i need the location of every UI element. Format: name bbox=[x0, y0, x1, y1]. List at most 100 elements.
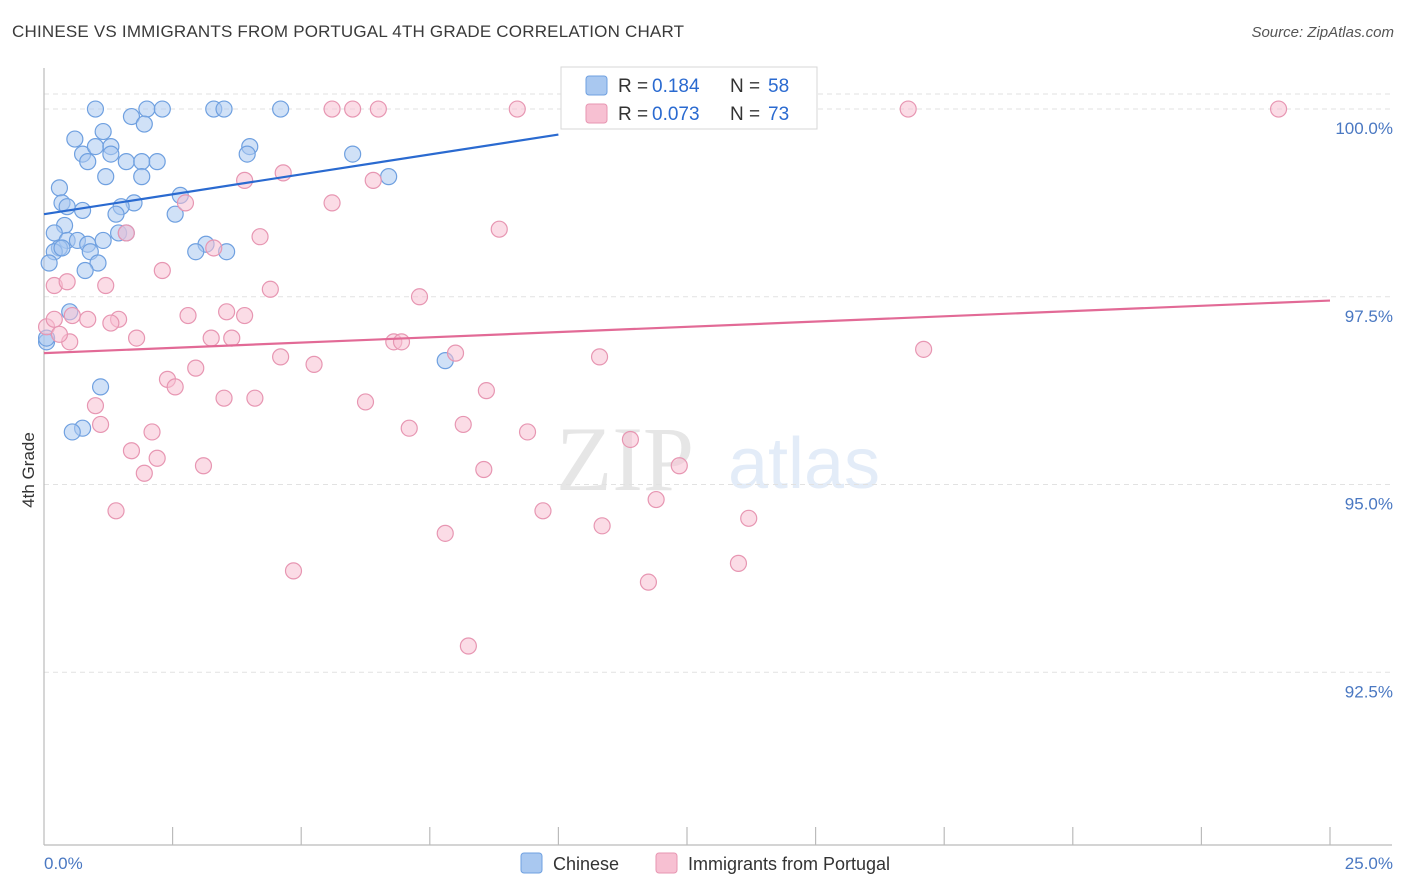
bottom-legend-swatch-portugal bbox=[655, 852, 678, 874]
data-point-portugal bbox=[153, 261, 171, 280]
watermark-atlas: atlas bbox=[728, 424, 880, 504]
data-point-chinese bbox=[138, 100, 156, 118]
data-point-portugal bbox=[143, 423, 161, 441]
data-point-portugal bbox=[344, 100, 362, 118]
data-point-chinese bbox=[187, 243, 205, 261]
data-point-chinese bbox=[272, 100, 290, 118]
data-point-portugal bbox=[79, 310, 97, 328]
data-point-portugal bbox=[508, 100, 526, 118]
data-point-portugal bbox=[187, 359, 205, 377]
data-point-chinese bbox=[66, 130, 84, 148]
data-point-chinese bbox=[153, 100, 171, 118]
data-point-chinese bbox=[76, 261, 94, 280]
data-point-portugal bbox=[518, 423, 537, 441]
y-tick-label: 100.0% bbox=[1335, 119, 1393, 138]
legend-n-value-1: 58 bbox=[768, 76, 789, 97]
data-point-chinese bbox=[79, 153, 97, 171]
data-point-portugal bbox=[534, 502, 552, 520]
data-point-portugal bbox=[215, 389, 233, 407]
data-point-portugal bbox=[236, 306, 254, 325]
data-point-portugal bbox=[261, 280, 279, 298]
data-point-portugal bbox=[148, 449, 166, 467]
data-point-portugal bbox=[446, 344, 465, 362]
data-point-portugal bbox=[477, 382, 495, 400]
data-point-portugal bbox=[899, 100, 917, 118]
data-point-portugal bbox=[369, 100, 387, 118]
data-point-portugal bbox=[670, 457, 688, 475]
data-point-portugal bbox=[915, 340, 933, 358]
data-point-portugal bbox=[45, 310, 63, 328]
data-point-portugal bbox=[58, 273, 76, 291]
data-point-chinese bbox=[45, 224, 63, 242]
data-point-portugal bbox=[127, 329, 146, 347]
data-point-chinese bbox=[380, 168, 398, 186]
trend-line-portugal bbox=[43, 299, 1331, 355]
legend-r-value-1: 0.184 bbox=[652, 76, 700, 97]
data-point-portugal bbox=[323, 194, 341, 212]
bottom-legend-portugal: Immigrants from Portugal bbox=[688, 854, 890, 874]
data-point-chinese bbox=[73, 201, 92, 220]
x-tick-label: 25.0% bbox=[1345, 854, 1393, 873]
data-point-chinese bbox=[89, 254, 107, 272]
data-point-portugal bbox=[246, 389, 264, 407]
points-layer bbox=[37, 100, 1288, 655]
data-point-chinese bbox=[94, 231, 112, 250]
data-point-portugal bbox=[436, 524, 454, 542]
data-point-portugal bbox=[135, 464, 153, 482]
data-point-portugal bbox=[102, 314, 120, 332]
data-point-portugal bbox=[392, 333, 411, 351]
data-point-portugal bbox=[410, 288, 429, 306]
data-point-chinese bbox=[86, 137, 105, 156]
x-tick-label: 0.0% bbox=[44, 854, 83, 873]
data-point-portugal bbox=[364, 171, 382, 189]
trend-line-chinese bbox=[43, 133, 559, 216]
data-point-portugal bbox=[400, 419, 418, 437]
data-point-portugal bbox=[205, 239, 223, 257]
data-point-portugal bbox=[639, 573, 658, 591]
y-tick-label: 92.5% bbox=[1345, 682, 1393, 701]
data-point-portugal bbox=[63, 306, 81, 325]
trend-layer bbox=[43, 133, 1331, 355]
legend-swatch-chinese bbox=[585, 75, 608, 96]
data-point-chinese bbox=[238, 145, 256, 163]
data-point-chinese bbox=[166, 205, 184, 223]
data-point-portugal bbox=[647, 490, 665, 509]
chart-title: CHINESE VS IMMIGRANTS FROM PORTUGAL 4TH … bbox=[12, 22, 685, 41]
data-point-portugal bbox=[166, 378, 184, 396]
data-point-portugal bbox=[1269, 100, 1288, 118]
data-point-chinese bbox=[122, 107, 141, 126]
data-point-chinese bbox=[133, 153, 151, 171]
legend-n-value-2: 73 bbox=[768, 104, 789, 125]
data-point-chinese bbox=[94, 122, 112, 141]
data-point-portugal bbox=[223, 329, 241, 347]
legend-r-value-2: 0.073 bbox=[652, 104, 700, 125]
data-point-chinese bbox=[53, 239, 71, 257]
data-point-portugal bbox=[740, 509, 758, 527]
data-point-portugal bbox=[50, 325, 69, 343]
data-point-portugal bbox=[284, 562, 303, 580]
y-tick-label: 95.0% bbox=[1345, 495, 1393, 514]
data-point-portugal bbox=[323, 100, 341, 118]
series-legend: Chinese Immigrants from Portugal bbox=[520, 852, 890, 874]
y-tick-label: 97.5% bbox=[1345, 307, 1393, 326]
legend-n-label-1: N = bbox=[730, 76, 760, 97]
data-point-portugal bbox=[202, 329, 220, 347]
correlation-legend: R = 0.184 N = 58 R = 0.073 N = 73 bbox=[560, 66, 818, 130]
data-point-portugal bbox=[122, 442, 141, 460]
data-point-portugal bbox=[454, 415, 472, 434]
data-point-portugal bbox=[117, 224, 135, 242]
data-point-portugal bbox=[236, 171, 254, 189]
y-axis-label: 4th Grade bbox=[19, 432, 38, 508]
data-point-portugal bbox=[590, 348, 609, 366]
bottom-legend-swatch-chinese bbox=[520, 852, 543, 874]
data-point-portugal bbox=[218, 303, 236, 321]
data-point-portugal bbox=[490, 220, 508, 238]
data-point-portugal bbox=[194, 457, 213, 475]
watermark-zip: ZIP bbox=[556, 408, 694, 510]
data-point-portugal bbox=[86, 397, 105, 415]
data-point-chinese bbox=[215, 100, 233, 118]
data-point-chinese bbox=[102, 145, 120, 163]
data-point-chinese bbox=[107, 205, 125, 223]
legend-n-label-2: N = bbox=[730, 104, 760, 125]
